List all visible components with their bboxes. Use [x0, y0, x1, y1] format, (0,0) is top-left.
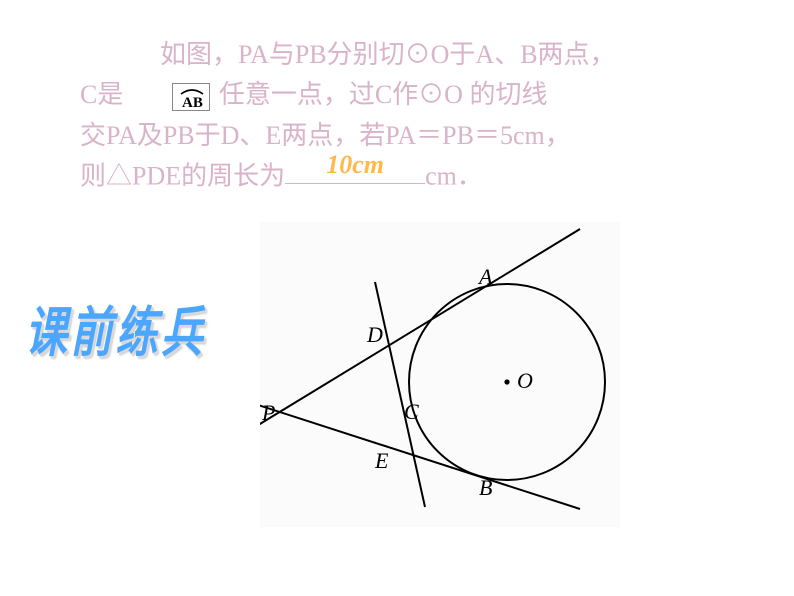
svg-text:P: P — [261, 400, 275, 425]
svg-text:O: O — [517, 368, 533, 393]
answer-blank: 10cm — [285, 156, 425, 185]
arc-ab-icon: AB — [172, 83, 210, 111]
answer-value: 10cm — [326, 145, 384, 185]
problem-l2b: 任意一点，过C作⊙O 的切线 — [219, 80, 548, 109]
geometry-diagram: P A B D EC O — [260, 222, 620, 527]
heading-text: 课前练兵 — [25, 303, 206, 363]
problem-l4a: 则△PDE的周长为 — [80, 161, 285, 190]
problem-text: 如图，PA与PB分别切⊙O于A、B两点， C是 AB 任意一点，过C作⊙O 的切… — [80, 35, 740, 197]
svg-text:D: D — [366, 322, 383, 347]
problem-l1: 如图，PA与PB分别切⊙O于A、B两点， — [160, 40, 616, 69]
problem-unit: cm． — [425, 161, 483, 190]
problem-l2a: C是 — [80, 80, 123, 109]
svg-text:B: B — [479, 475, 492, 500]
arc-label: AB — [182, 95, 203, 111]
svg-text:A: A — [477, 264, 493, 289]
svg-text:C: C — [404, 399, 419, 424]
svg-text:E: E — [374, 448, 389, 473]
section-heading: 课前练兵 — [25, 290, 206, 376]
